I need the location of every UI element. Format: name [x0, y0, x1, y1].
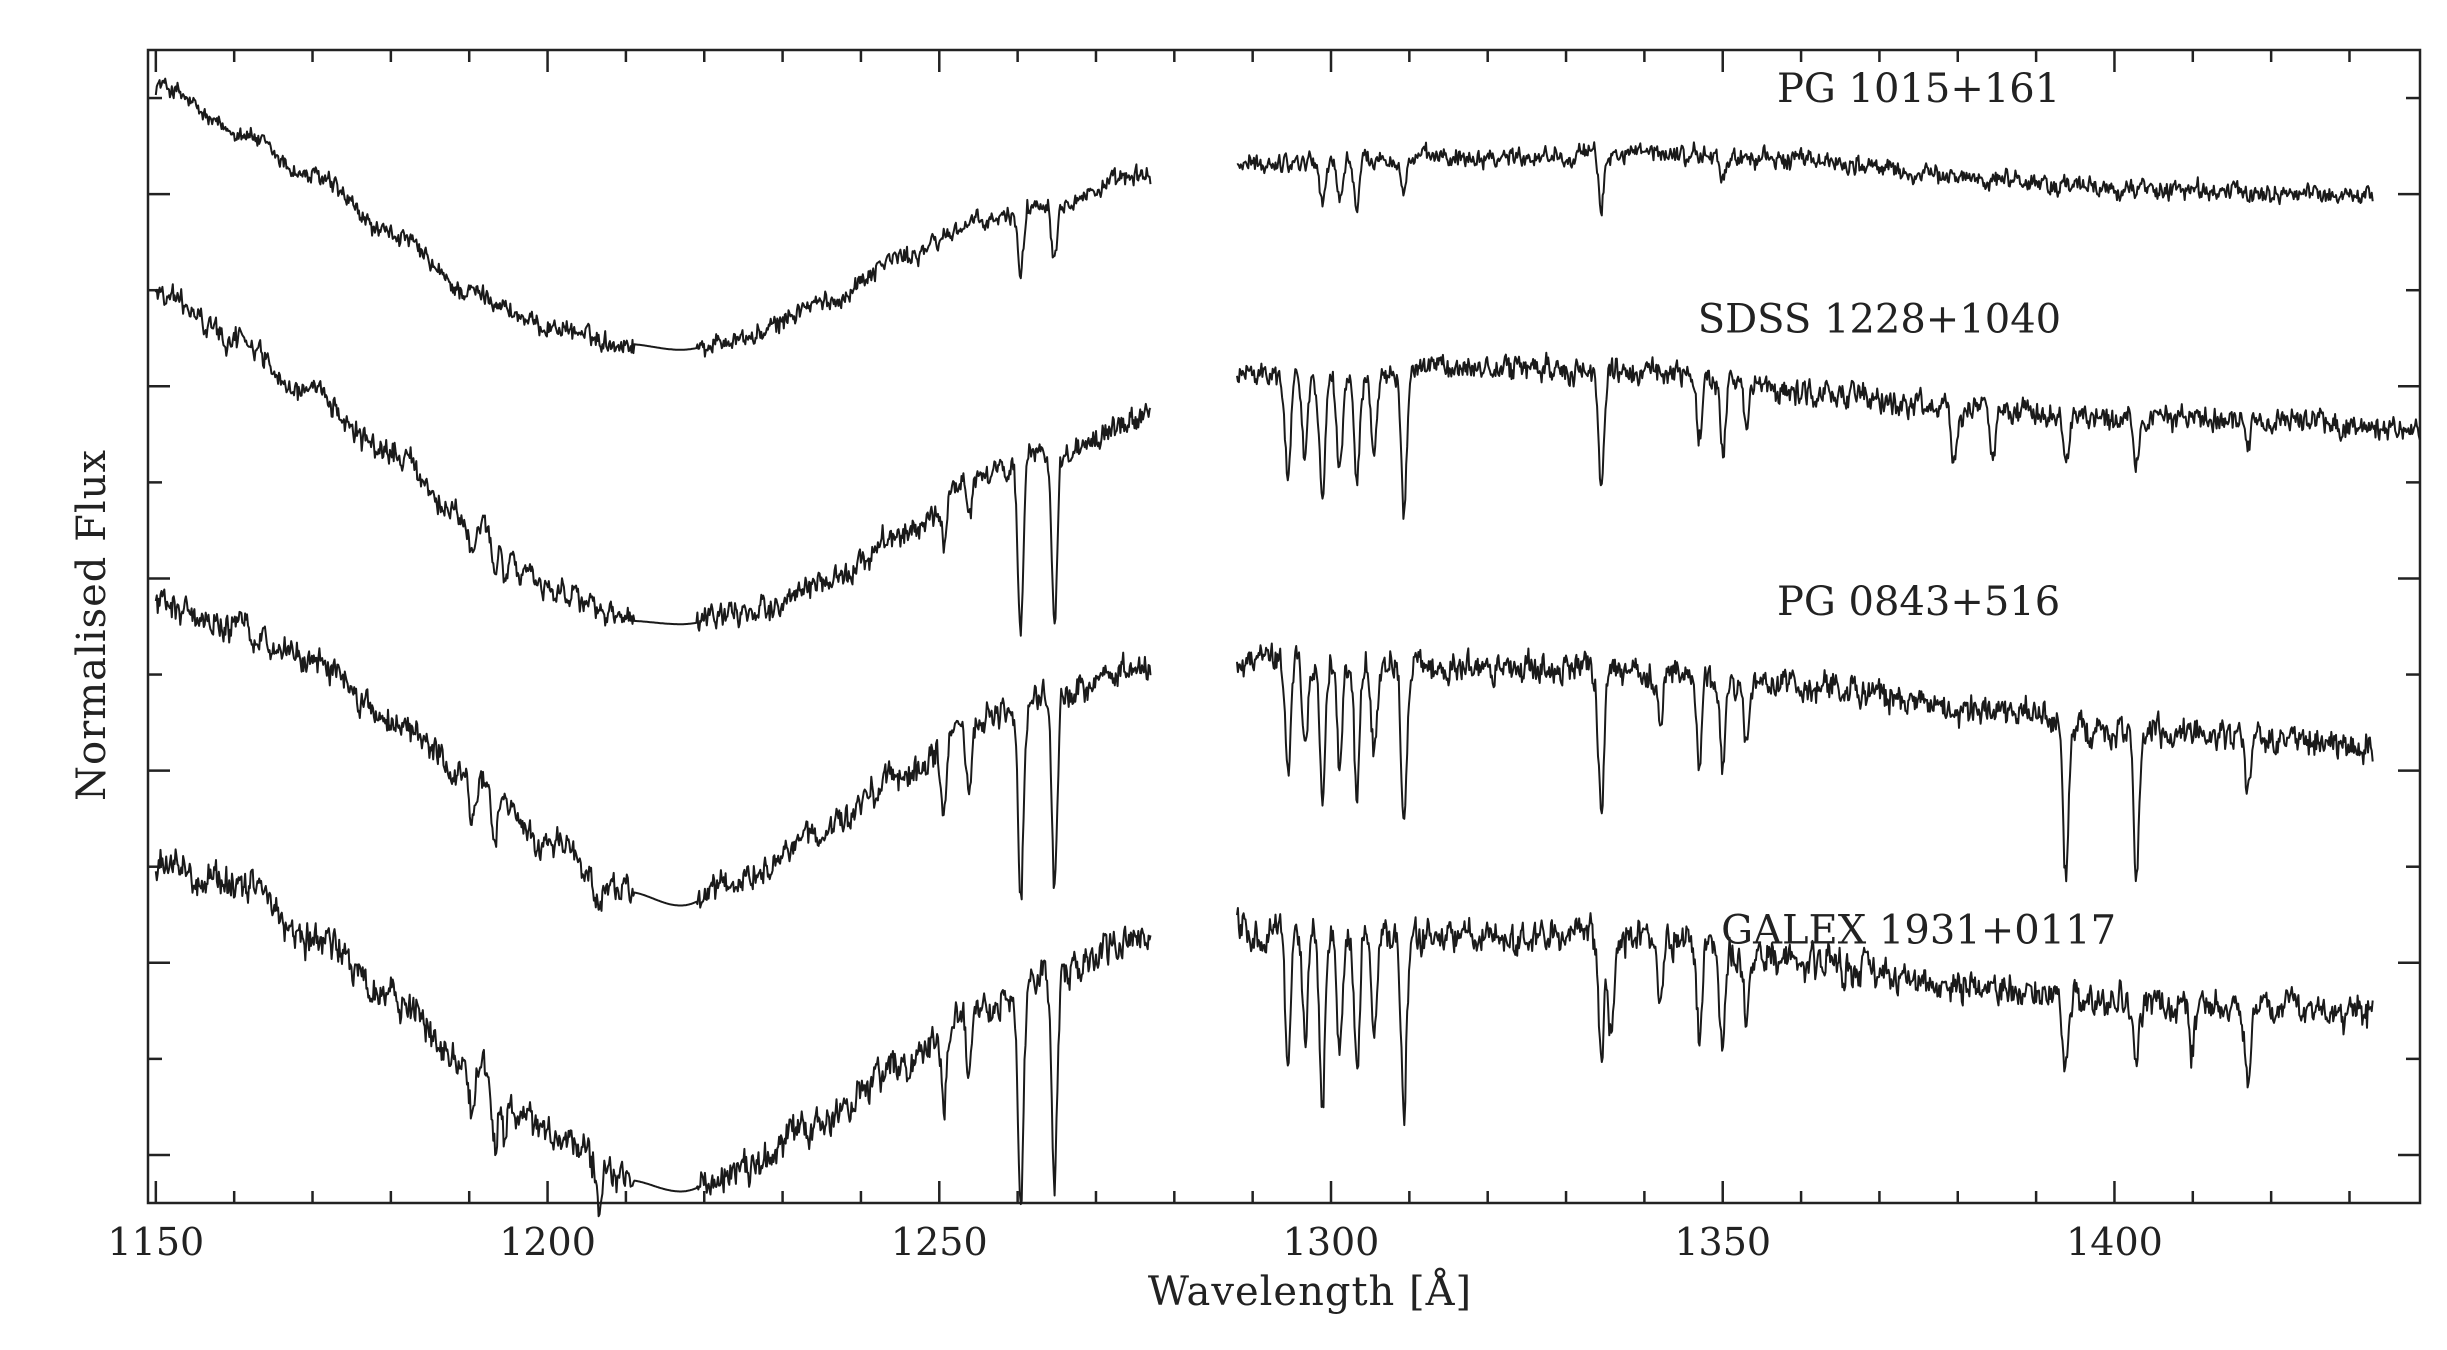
spectrum-series [154, 848, 2374, 1218]
series-label: PG 0843+516 [1777, 579, 2060, 625]
plot-frame [146, 48, 2422, 1205]
series-label: SDSS 1228+1040 [1698, 296, 2061, 342]
y-axis-label: Normalised Flux [69, 449, 115, 801]
x-axis-label: Wavelength [Å] [1148, 1268, 1472, 1315]
spectrum-segment-short [154, 283, 1152, 637]
spectrum-series [154, 283, 2421, 637]
spectrum-segment-long [1236, 907, 2374, 1127]
series-label: PG 1015+161 [1777, 66, 2060, 112]
spectrum-segment-short [154, 588, 1152, 912]
spectrum-segment-short [154, 848, 1152, 1218]
label-layer: PG 1015+161 SDSS 1228+1040 PG 0843+516 GALE… [1698, 66, 2116, 954]
x-tick-label: 1250 [891, 1220, 988, 1264]
x-tick-label: 1300 [1283, 1220, 1380, 1264]
x-tick-label: 1400 [2066, 1220, 2163, 1264]
spectrum-series [154, 77, 2374, 358]
spectrum-segment-long [1236, 642, 2374, 883]
x-tick-label: 1200 [499, 1220, 596, 1264]
series-layer [154, 77, 2421, 1218]
spectrum-segment-short [154, 77, 1152, 358]
x-tick-label: 1350 [1674, 1220, 1771, 1264]
plot-border [146, 48, 2422, 1205]
y-axis [148, 96, 2420, 1157]
spectrum-segment-long [1236, 141, 2374, 217]
spectrum-series [154, 588, 2374, 912]
spectrum-segment-long [1236, 351, 2421, 520]
x-axis: 1150 1200 1250 1300 1350 1400 [107, 50, 2351, 1264]
x-tick-label: 1150 [107, 1220, 204, 1264]
series-label: GALEX 1931+0117 [1721, 908, 2116, 954]
